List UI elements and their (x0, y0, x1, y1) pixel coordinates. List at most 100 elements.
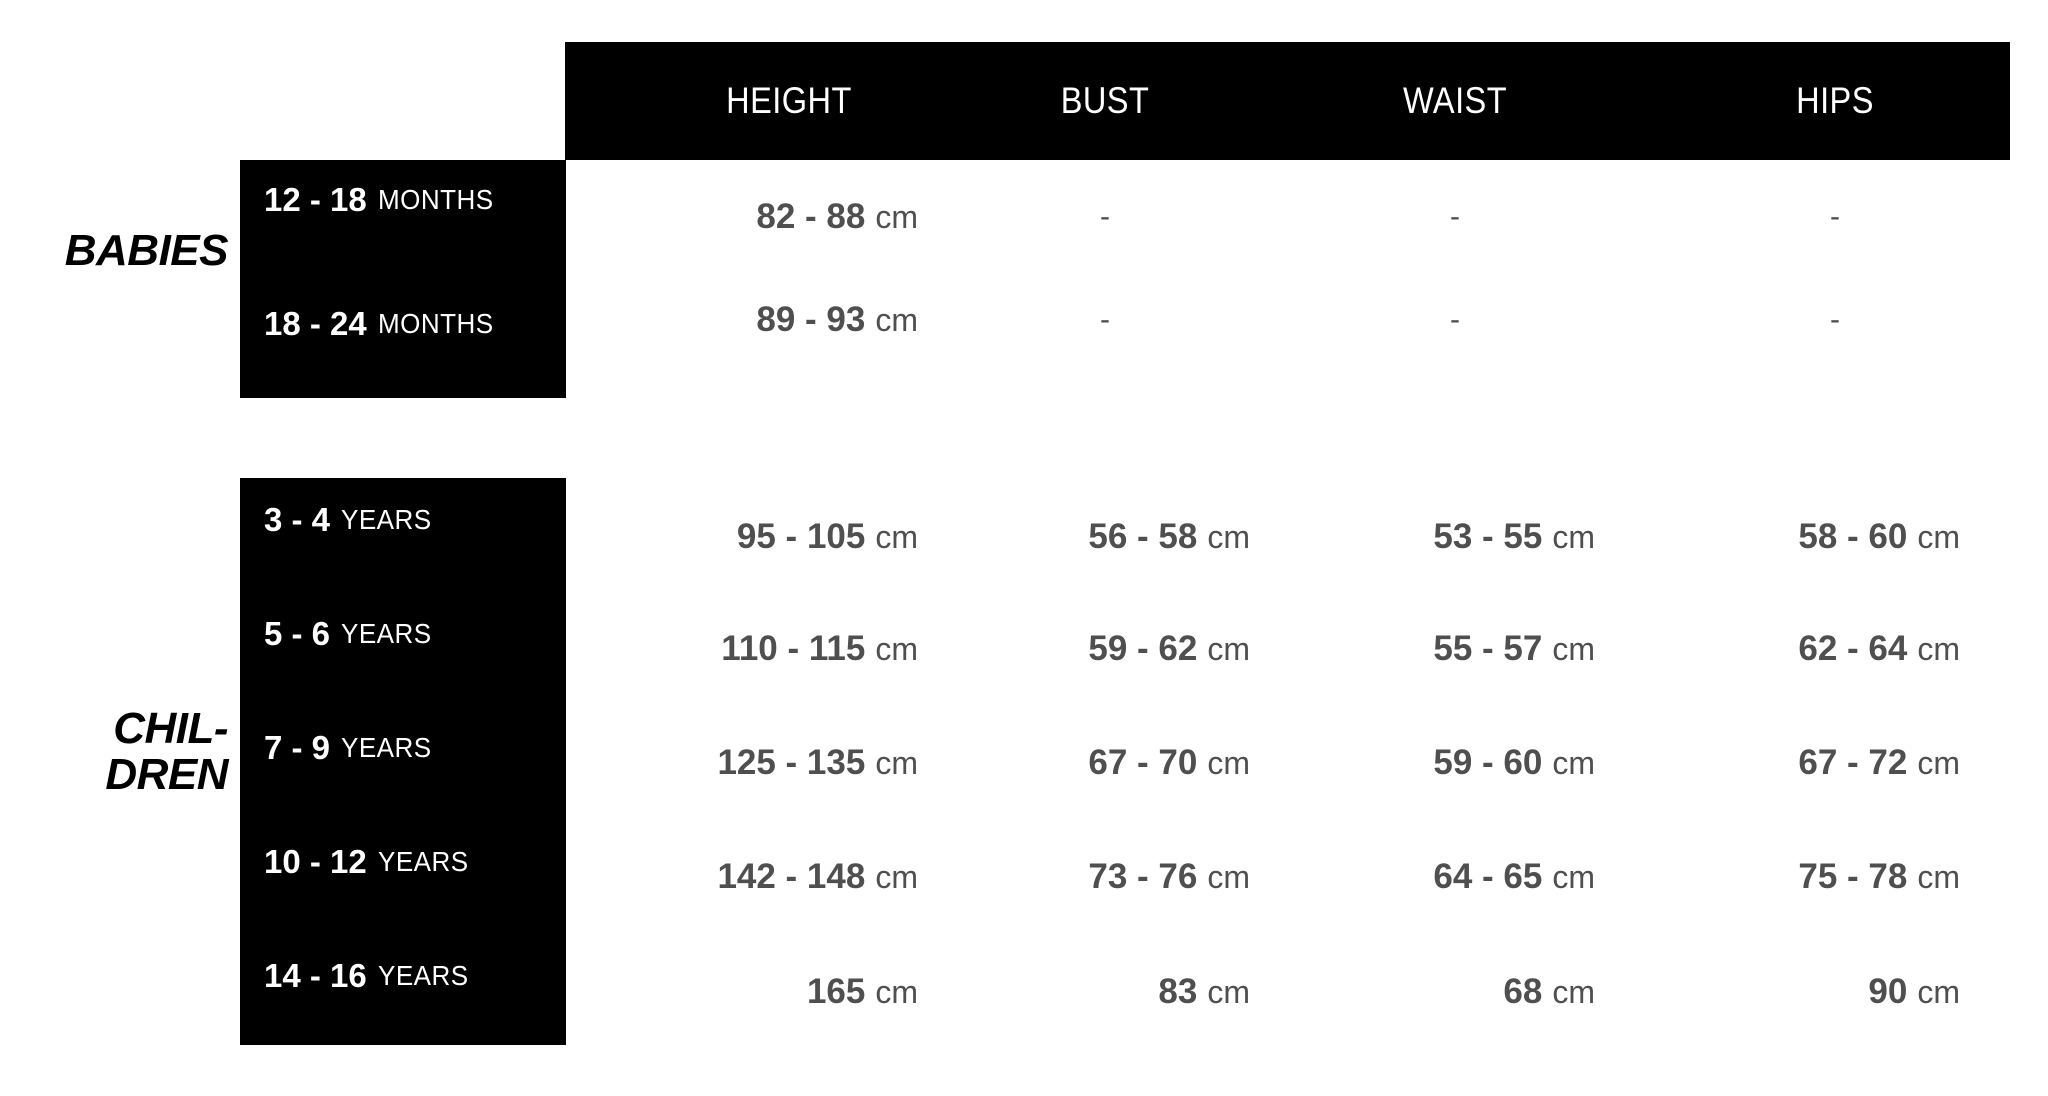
cell-bust-12-18-months: - (895, 195, 1315, 239)
measurement-unit: cm (1552, 744, 1595, 781)
cell-waist-3-4-years: 53 - 55 cm (1175, 515, 1595, 559)
measurement-value: 67 - 70 (1088, 743, 1198, 782)
measurement-value: 62 - 64 (1798, 629, 1908, 668)
cell-hips-7-9-years: 67 - 72 cm (1540, 741, 1960, 785)
measurement-value: 64 - 65 (1433, 857, 1543, 896)
cell-hips-18-24-months: - (1625, 298, 2045, 342)
cell-waist-10-12-years: 64 - 65 cm (1175, 855, 1595, 899)
cell-height-14-16-years: 165 cm (498, 970, 918, 1014)
cell-hips-3-4-years: 58 - 60 cm (1540, 515, 1960, 559)
measurement-value: 95 - 105 (736, 517, 866, 556)
measurement-value: 67 - 72 (1798, 743, 1908, 782)
measurement-value: 125 - 135 (717, 743, 866, 782)
measurement-value: 142 - 148 (717, 857, 866, 896)
cell-bust-10-12-years: 73 - 76 cm (830, 855, 1250, 899)
measurement-unit: cm (875, 630, 918, 667)
empty-value-marker: - (1450, 303, 1460, 336)
size-range-unit: YEARS (341, 504, 432, 535)
size-range-unit: MONTHS (377, 308, 494, 339)
cell-height-18-24-months: 89 - 93 cm (498, 298, 918, 342)
size-range-unit: YEARS (377, 960, 469, 991)
cell-waist-18-24-months: - (1245, 298, 1665, 342)
size-label-14-16-years: 14 - 16 YEARS (240, 956, 566, 996)
measurement-unit: cm (1917, 744, 1960, 781)
measurement-value: 73 - 76 (1088, 857, 1198, 896)
size-range-value: 10 - 12 (264, 843, 367, 880)
measurement-value: 68 (1503, 972, 1543, 1011)
measurement-unit: cm (1917, 858, 1960, 895)
cell-height-12-18-months: 82 - 88 cm (498, 195, 918, 239)
measurement-value: 59 - 60 (1433, 743, 1543, 782)
measurement-value: 59 - 62 (1088, 629, 1198, 668)
cell-bust-18-24-months: - (895, 298, 1315, 342)
measurement-unit: cm (1917, 630, 1960, 667)
cell-hips-10-12-years: 75 - 78 cm (1540, 855, 1960, 899)
measurement-unit: cm (1552, 630, 1595, 667)
size-range-unit: YEARS (341, 732, 432, 763)
empty-value-marker: - (1100, 200, 1110, 233)
size-range-value: 7 - 9 (264, 729, 331, 766)
measurement-unit: cm (1207, 518, 1250, 555)
measurement-unit: cm (875, 301, 918, 338)
measurement-unit: cm (1552, 518, 1595, 555)
size-range-value: 3 - 4 (264, 501, 331, 538)
cell-bust-3-4-years: 56 - 58 cm (830, 515, 1250, 559)
cell-hips-5-6-years: 62 - 64 cm (1540, 627, 1960, 671)
measurement-value: 165 (806, 972, 866, 1011)
measurement-unit: cm (1207, 973, 1250, 1010)
measurement-unit: cm (1917, 518, 1960, 555)
size-label-18-24-months: 18 - 24 MONTHS (240, 304, 566, 344)
cell-hips-12-18-months: - (1625, 195, 2045, 239)
size-label-10-12-years: 10 - 12 YEARS (240, 842, 566, 882)
empty-value-marker: - (1830, 303, 1840, 336)
cell-waist-5-6-years: 55 - 57 cm (1175, 627, 1595, 671)
size-range-unit: YEARS (341, 618, 432, 649)
size-label-7-9-years: 7 - 9 YEARS (240, 728, 566, 768)
measurement-unit: cm (1207, 744, 1250, 781)
size-label-block-babies (240, 160, 566, 398)
size-range-value: 12 - 18 (264, 181, 367, 218)
measurement-value: 90 (1868, 972, 1908, 1011)
cell-waist-14-16-years: 68 cm (1175, 970, 1595, 1014)
measurement-unit: cm (1207, 858, 1250, 895)
column-header-hips: HIPS (1796, 80, 1874, 121)
size-label-12-18-months: 12 - 18 MONTHS (240, 180, 566, 220)
measurement-unit: cm (875, 518, 918, 555)
table-header-bar: HEIGHT BUST WAIST HIPS (565, 42, 2010, 160)
size-label-block-children (240, 478, 566, 1045)
measurement-value: 53 - 55 (1433, 517, 1543, 556)
measurement-unit: cm (1917, 973, 1960, 1010)
category-label-babies: BABIES (64, 226, 229, 275)
empty-value-marker: - (1450, 200, 1460, 233)
measurement-unit: cm (1207, 630, 1250, 667)
empty-value-marker: - (1100, 303, 1110, 336)
size-label-3-4-years: 3 - 4 YEARS (240, 500, 566, 540)
measurement-unit: cm (875, 198, 918, 235)
size-label-5-6-years: 5 - 6 YEARS (240, 614, 566, 654)
size-range-unit: YEARS (377, 846, 469, 877)
category-label-children: CHIL- DREN (105, 704, 228, 799)
cell-height-3-4-years: 95 - 105 cm (498, 515, 918, 559)
cell-bust-5-6-years: 59 - 62 cm (830, 627, 1250, 671)
column-header-bust: BUST (1060, 80, 1150, 121)
measurement-value: 55 - 57 (1433, 629, 1543, 668)
measurement-unit: cm (875, 973, 918, 1010)
cell-bust-14-16-years: 83 cm (830, 970, 1250, 1014)
measurement-value: 83 (1158, 972, 1198, 1011)
measurement-value: 75 - 78 (1798, 857, 1908, 896)
cell-bust-7-9-years: 67 - 70 cm (830, 741, 1250, 785)
measurement-value: 110 - 115 (721, 629, 866, 668)
measurement-value: 56 - 58 (1088, 517, 1198, 556)
measurement-unit: cm (1552, 858, 1595, 895)
size-range-value: 18 - 24 (264, 305, 367, 342)
cell-height-5-6-years: 110 - 115 cm (498, 627, 918, 671)
cell-height-7-9-years: 125 - 135 cm (498, 741, 918, 785)
cell-waist-7-9-years: 59 - 60 cm (1175, 741, 1595, 785)
size-range-value: 5 - 6 (264, 615, 331, 652)
column-header-height: HEIGHT (726, 80, 852, 121)
empty-value-marker: - (1830, 200, 1840, 233)
size-range-unit: MONTHS (377, 184, 494, 215)
measurement-value: 82 - 88 (756, 197, 866, 236)
measurement-unit: cm (1552, 973, 1595, 1010)
